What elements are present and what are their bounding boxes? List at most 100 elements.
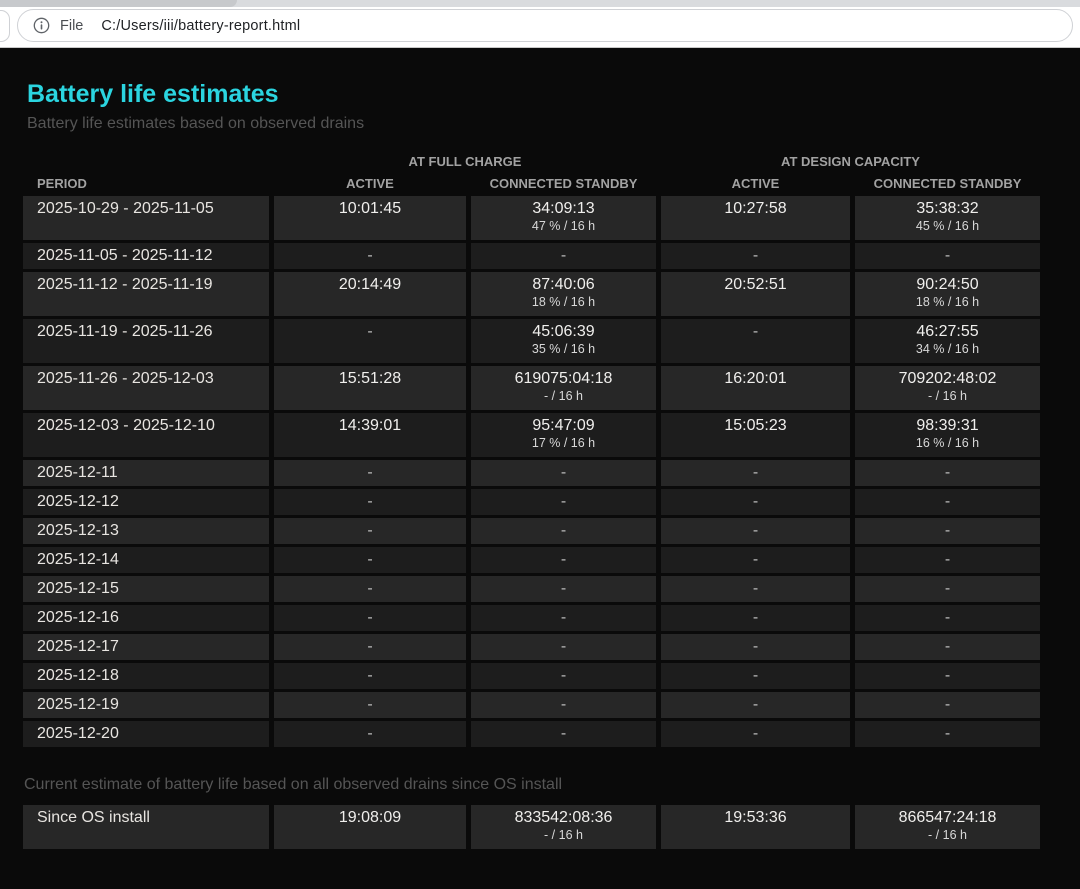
value-cell: 709202:48:02- / 16 h (855, 366, 1041, 410)
value-cell: - (855, 518, 1041, 544)
table-row: 2025-12-18- - - - (23, 663, 1041, 689)
value-cell: - (471, 576, 656, 602)
url-scheme-label: File (60, 17, 84, 34)
value-cell: 866547:24:18- / 16 h (855, 805, 1040, 849)
group-header-full-charge: AT FULL CHARGE (408, 154, 522, 169)
column-header-fc-active: ACTIVE (346, 176, 394, 191)
value-cell: - (274, 576, 466, 602)
page-subtitle: Battery life estimates based on observed… (27, 115, 365, 132)
table-row: 2025-12-14- - - - (23, 547, 1041, 573)
period-cell: 2025-12-14 (23, 547, 269, 573)
value-cell: - (471, 634, 656, 660)
period-cell: 2025-11-26 - 2025-12-03 (23, 366, 269, 410)
value-cell: 19:08:09 (274, 805, 466, 849)
value-cell: - (274, 605, 466, 631)
value-cell: 20:14:49 (274, 272, 466, 316)
value-cell: - (471, 518, 656, 544)
column-header-period: PERIOD (37, 176, 87, 191)
value-cell: 15:51:28 (274, 366, 466, 410)
value-cell: - (855, 605, 1041, 631)
period-cell: 2025-12-15 (23, 576, 269, 602)
value-cell: - (274, 663, 466, 689)
value-cell: - (661, 663, 850, 689)
column-header-dc-standby: CONNECTED STANDBY (873, 176, 1022, 191)
value-cell: 15:05:23 (661, 413, 850, 457)
value-cell: - (471, 547, 656, 573)
value-cell: 87:40:06 18 % / 16 h (471, 272, 656, 316)
table-row: 2025-12-19- - - - (23, 692, 1041, 718)
value-cell: 10:27:58 (661, 196, 850, 240)
value-cell: - (855, 547, 1041, 573)
value-cell: - (855, 489, 1041, 515)
address-bar[interactable]: File C:/Users/iii/battery-report.html (17, 9, 1073, 42)
table-row: 2025-12-15- - - - (23, 576, 1041, 602)
tab-edge (0, 0, 237, 7)
column-header-fc-standby: CONNECTED STANDBY (489, 176, 638, 191)
value-cell: - (855, 460, 1041, 486)
table-body: 2025-10-29 - 2025-11-05 10:01:45 34:09:13 4… (23, 196, 1041, 747)
value-cell: 16:20:01 (661, 366, 850, 410)
value-cell: - (661, 547, 850, 573)
period-cell: 2025-12-12 (23, 489, 269, 515)
value-cell: 14:39:01 (274, 413, 466, 457)
period-cell: 2025-11-19 - 2025-11-26 (23, 319, 269, 363)
summary-row: Since OS install 19:08:09 833542:08:36- / … (23, 805, 1040, 849)
value-cell: - (274, 489, 466, 515)
value-cell: 10:01:45 (274, 196, 466, 240)
summary-table: Since OS install 19:08:09 833542:08:36- / … (18, 802, 1045, 852)
footer-note: Current estimate of battery life based o… (24, 776, 563, 793)
value-cell: 34:09:13 47 % / 16 h (471, 196, 656, 240)
battery-estimates-table: AT FULL CHARGE AT DESIGN CAPACITY PERIOD… (18, 147, 1045, 750)
table-header: AT FULL CHARGE AT DESIGN CAPACITY PERIOD… (23, 150, 1040, 193)
period-cell: 2025-11-12 - 2025-11-19 (23, 272, 269, 316)
value-cell: - (661, 518, 850, 544)
value-cell: 45:06:39 35 % / 16 h (471, 319, 656, 363)
value-cell: - (855, 634, 1041, 660)
toolbar-pill-fragment (0, 10, 10, 42)
value-cell: - (855, 692, 1041, 718)
value-cell: 90:24:50 18 % / 16 h (855, 272, 1041, 316)
value-cell: 833542:08:36- / 16 h (471, 805, 656, 849)
column-header-row: PERIOD ACTIVE CONNECTED STANDBY ACTIVE C… (23, 174, 1040, 193)
info-icon[interactable] (33, 17, 50, 34)
period-cell: 2025-12-17 (23, 634, 269, 660)
value-cell: 95:47:09 17 % / 16 h (471, 413, 656, 457)
url-text[interactable]: C:/Users/iii/battery-report.html (101, 17, 301, 34)
value-cell: - (471, 721, 656, 747)
value-cell: 619075:04:18- / 16 h (471, 366, 656, 410)
period-cell: Since OS install (23, 805, 269, 849)
value-cell: - (471, 605, 656, 631)
table-row: 2025-12-03 - 2025-12-10 14:39:01 95:47:09 1… (23, 413, 1041, 457)
value-cell: - (661, 243, 850, 269)
value-cell: - (274, 547, 466, 573)
value-cell: 20:52:51 (661, 272, 850, 316)
value-cell: - (274, 634, 466, 660)
value-cell: - (855, 721, 1041, 747)
value-cell: - (274, 692, 466, 718)
table-row: 2025-11-26 - 2025-12-03 15:51:28 619075:04… (23, 366, 1041, 410)
value-cell: - (471, 243, 656, 269)
period-cell: 2025-12-13 (23, 518, 269, 544)
period-cell: 2025-12-19 (23, 692, 269, 718)
value-cell: - (855, 663, 1041, 689)
period-cell: 2025-10-29 - 2025-11-05 (23, 196, 269, 240)
table-row: 2025-12-11- - - - (23, 460, 1041, 486)
tab-strip (0, 0, 1080, 7)
page-title: Battery life estimates (27, 80, 279, 108)
value-cell: - (274, 319, 466, 363)
value-cell: - (661, 489, 850, 515)
period-cell: 2025-12-11 (23, 460, 269, 486)
value-cell: - (471, 663, 656, 689)
value-cell: - (661, 721, 850, 747)
group-header-design-capacity: AT DESIGN CAPACITY (781, 154, 920, 169)
browser-chrome: File C:/Users/iii/battery-report.html (0, 0, 1080, 48)
table-row: 2025-11-12 - 2025-11-19 20:14:49 87:40:06 1… (23, 272, 1041, 316)
value-cell: - (471, 460, 656, 486)
summary-table-body: Since OS install 19:08:09 833542:08:36- / … (23, 805, 1040, 849)
table-row: 2025-10-29 - 2025-11-05 10:01:45 34:09:13 4… (23, 196, 1041, 240)
value-cell: - (274, 243, 466, 269)
table-row: 2025-12-17- - - - (23, 634, 1041, 660)
value-cell: - (661, 605, 850, 631)
group-header-row: AT FULL CHARGE AT DESIGN CAPACITY (23, 150, 1040, 171)
table-row: 2025-12-12- - - - (23, 489, 1041, 515)
